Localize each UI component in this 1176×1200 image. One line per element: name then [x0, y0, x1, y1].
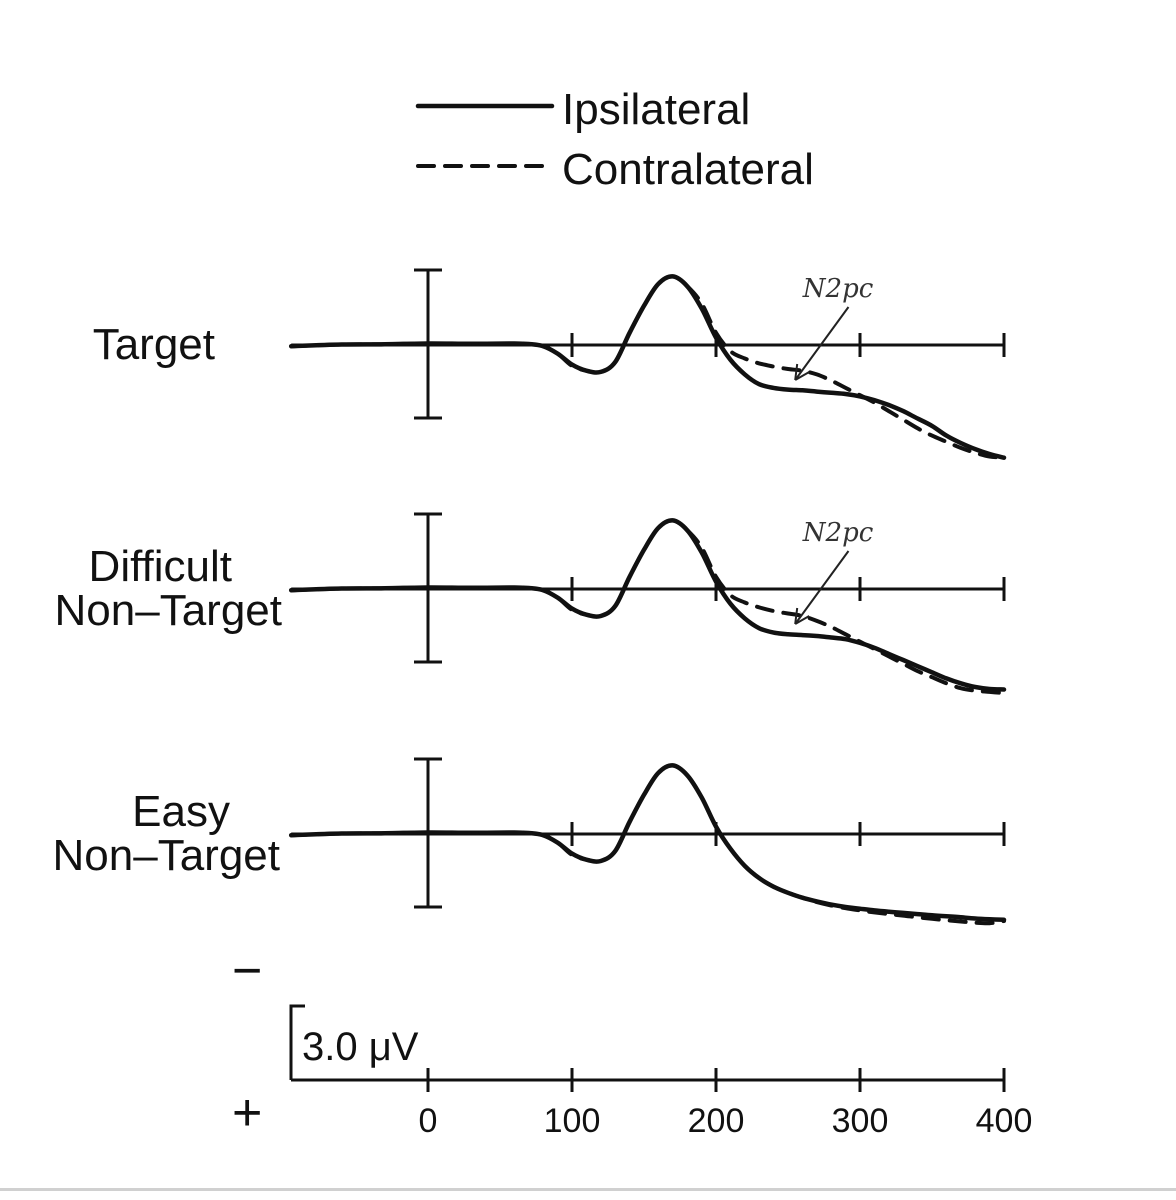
polarity-negative-label: −: [232, 942, 262, 1000]
panel-label-difficult-non-target: Difficult Non–Target: [55, 542, 282, 635]
panel-label-line: Difficult: [89, 542, 232, 591]
panel-label-line: Easy: [132, 787, 230, 836]
n2pc-annotation: N2pc: [802, 274, 874, 304]
x-tick-label: 300: [832, 1102, 889, 1140]
panel-easy-non-target: Easy Non–Target: [53, 757, 1007, 926]
n2pc-arrowhead: [794, 607, 810, 625]
trace-contralateral: [289, 518, 1006, 696]
panel-label-easy-non-target: Easy Non–Target: [53, 787, 280, 880]
n2pc-annotation: N2pc: [802, 518, 874, 548]
n2pc-arrow: [794, 550, 850, 625]
x-axis: 0 100 200 300 400: [291, 1068, 1032, 1140]
n2pc-arrow: [794, 306, 850, 381]
scale-bar: [289, 1004, 305, 1080]
legend-label-contralateral: Contralateral: [562, 145, 814, 194]
trace-contralateral: [289, 763, 1006, 926]
panel-difficult-non-target: Difficult Non–Target N2pc: [55, 512, 1007, 696]
panel-target: Target N2pc: [93, 268, 1007, 460]
x-tick-label: 0: [419, 1102, 438, 1140]
panel-label-line: Target: [93, 320, 215, 369]
x-tick-label: 400: [976, 1102, 1033, 1140]
scale-bar-label: 3.0 μV: [302, 1025, 419, 1069]
x-tick-label: 200: [688, 1102, 745, 1140]
legend-label-ipsilateral: Ipsilateral: [562, 85, 750, 134]
n2pc-arrowhead: [794, 363, 810, 381]
panel-label-line: Non–Target: [53, 831, 280, 880]
panel-label-target: Target: [93, 320, 215, 369]
frame-bottom-border: [0, 1188, 1176, 1191]
legend: Ipsilateral Contralateral: [415, 85, 814, 194]
trace-contralateral: [289, 274, 1006, 460]
x-tick-label: 100: [544, 1102, 601, 1140]
trace-ipsilateral: [288, 274, 1007, 460]
panel-label-line: Non–Target: [55, 586, 282, 635]
polarity-positive-label: +: [232, 1084, 262, 1142]
